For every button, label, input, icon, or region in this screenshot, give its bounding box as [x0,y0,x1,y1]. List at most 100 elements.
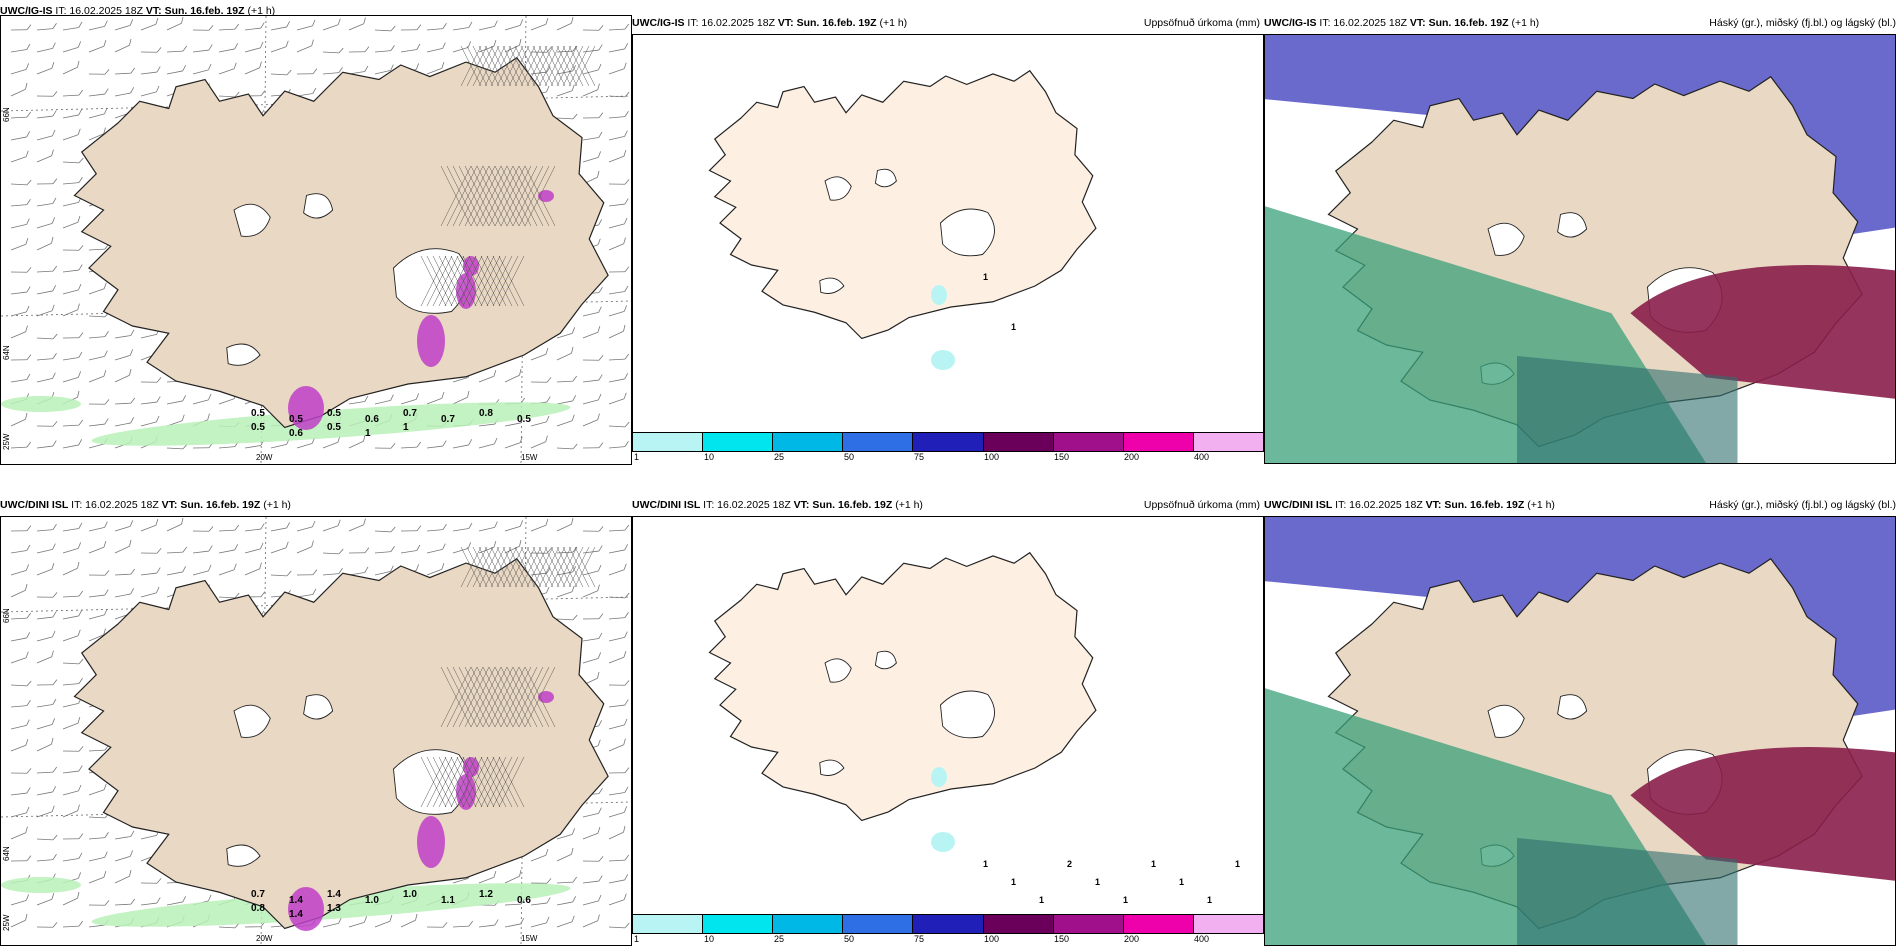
cloud-map-svg [1265,35,1895,463]
init-time: IT: 16.02.2025 18Z [71,499,159,511]
precip-value: 1.0 [403,889,417,900]
colorbar-swatch [773,915,844,933]
colorbar-tick: 25 [774,452,785,462]
precip-value: 0.6 [517,895,531,906]
precip-value: 1.4 [327,889,341,900]
colorbar-swatch [843,915,914,933]
model-name: UWC/IG-IS [0,5,53,17]
axis-label: 20W [256,934,273,943]
model-name: UWC/DINI ISL [1264,499,1333,511]
lead-time: (+1 h) [879,17,908,29]
accum-precip-map[interactable]: 1 1 1 2 1 1 1 1 1 1 [632,516,1264,918]
row-2: UWC/DINI ISL IT: 16.02.2025 18Z VT: Sun.… [0,494,1900,946]
precip-value: 1.1 [441,895,455,906]
panel-header: UWC/IG-IS IT: 16.02.2025 18Z VT: Sun. 16… [632,12,1264,34]
colorbar-swatch [773,433,844,451]
colorbar-swatch [913,433,984,451]
precip-value: 1.3 [327,903,341,914]
accum-value: 1 [983,272,988,282]
lead-time: (+1 h) [895,499,923,511]
colorbar-swatch [633,915,704,933]
cloud-cover-panel: UWC/DINI ISL IT: 16.02.2025 18Z VT: Sun.… [1264,494,1900,946]
precip-value: 1 [403,422,409,433]
accum-precip-panel: UWC/IG-IS IT: 16.02.2025 18Z VT: Sun. 16… [632,12,1264,464]
accum-value: 2 [1067,859,1072,869]
precip-value: 0.7 [441,414,455,425]
wind-precip-panel: UWC/IG-IS IT: 16.02.2025 18Z VT: Sun. 16… [0,5,632,465]
model-name: UWC/IG-IS [1264,17,1317,29]
colorbar-tick: 75 [914,934,925,944]
colorbar-tick: 150 [1054,934,1070,944]
valid-time: VT: Sun. 16.feb. 19Z [793,499,893,511]
accum-map-svg: 1 1 1 2 1 1 1 1 1 1 [633,517,1263,917]
precip-value: 1.4 [289,909,303,920]
colorbar-swatch [1053,915,1124,933]
axis-label: 66N [2,107,11,122]
row-1: UWC/IG-IS IT: 16.02.2025 18Z VT: Sun. 16… [0,5,1900,465]
colorbar-tick: 25 [774,934,785,944]
axis-label: 25W [2,433,11,450]
precip-value: 0.5 [251,422,265,433]
axis-label: 66N [2,608,11,623]
colorbar-tick: 150 [1054,452,1070,462]
axis-label: 64N [2,846,11,861]
colorbar [632,432,1264,452]
colorbar-tick: 100 [984,934,1000,944]
colorbar-swatch [1053,433,1124,451]
colorbar-tick: 50 [844,452,855,462]
accum-value: 1 [1235,859,1240,869]
accum-value: 1 [983,859,988,869]
lead-time: (+1 h) [1527,499,1555,511]
colorbar-tick: 10 [704,452,715,462]
colorbar-swatch [703,915,774,933]
precip-value: 0.6 [365,414,379,425]
colorbar-tick: 400 [1194,452,1210,462]
colorbar-swatch [633,433,704,451]
accum-value: 1 [1207,895,1212,905]
lead-time: (+1 h) [263,499,291,511]
axis-label: 15W [521,453,538,462]
lead-time: (+1 h) [247,5,276,17]
colorbar-swatch [1123,915,1194,933]
precip-value: 1.0 [365,895,379,906]
wind-precip-map[interactable]: 0.5 0.5 0.5 0.6 0.7 0.7 0.8 0.5 0.5 0.6 0.5 1 1 66N 64… [0,15,632,465]
accum-value: 1 [1039,895,1044,905]
precip-value: 0.7 [403,408,417,419]
wind-barb-map: 0.5 0.5 0.5 0.6 0.7 0.7 0.8 0.5 0.5 0.6 0.5 1 1 66N 64… [1,16,631,464]
accum-value: 1 [1123,895,1128,905]
cloud-cover-map[interactable] [1264,516,1896,946]
wind-precip-panel: UWC/DINI ISL IT: 16.02.2025 18Z VT: Sun.… [0,494,632,946]
colorbar [632,914,1264,934]
colorbar-tick: 10 [704,934,715,944]
colorbar-tick: 1 [634,934,640,944]
precip-value: 0.8 [479,408,493,419]
panel-header: UWC/DINI ISL IT: 16.02.2025 18Z VT: Sun.… [0,494,632,516]
precip-value: 0.5 [327,422,341,433]
axis-label: 20W [256,453,273,462]
cloud-cover-map[interactable] [1264,34,1896,464]
panel-title: Háský (gr.), miðský (fj.bl.) og lágský (… [1709,17,1896,29]
colorbar-tick: 100 [984,452,1000,462]
axis-label: 64N [2,345,11,360]
wind-precip-map[interactable]: 0.7 1.4 1.4 1.0 1.0 1.1 1.2 0.6 0.8 1.4 1.3 66N 64N 2… [0,516,632,946]
accum-value: 1 [1011,322,1016,332]
init-time: IT: 16.02.2025 18Z [1335,499,1423,511]
valid-time: VT: Sun. 16.feb. 19Z [777,17,877,29]
precip-value: 1.4 [289,895,303,906]
accum-precip-panel: UWC/DINI ISL IT: 16.02.2025 18Z VT: Sun.… [632,494,1264,946]
accum-value: 1 [1095,877,1100,887]
wind-barb-map: 0.7 1.4 1.4 1.0 1.0 1.1 1.2 0.6 0.8 1.4 1.3 66N 64N 2… [1,517,631,945]
accum-value: 1 [1179,877,1184,887]
precip-value: 0.5 [289,414,303,425]
colorbar-ticks: 1 10 25 50 75 100 150 200 400 [632,452,1262,464]
precip-value: 1 [365,428,371,439]
colorbar-tick: 200 [1124,934,1140,944]
precip-value: 0.5 [251,408,265,419]
lead-time: (+1 h) [1511,17,1540,29]
colorbar-swatch [983,915,1054,933]
precip-value: 0.7 [251,889,265,900]
colorbar-swatch [983,433,1054,451]
colorbar-tick: 50 [844,934,855,944]
init-time: IT: 16.02.2025 18Z [55,5,143,17]
